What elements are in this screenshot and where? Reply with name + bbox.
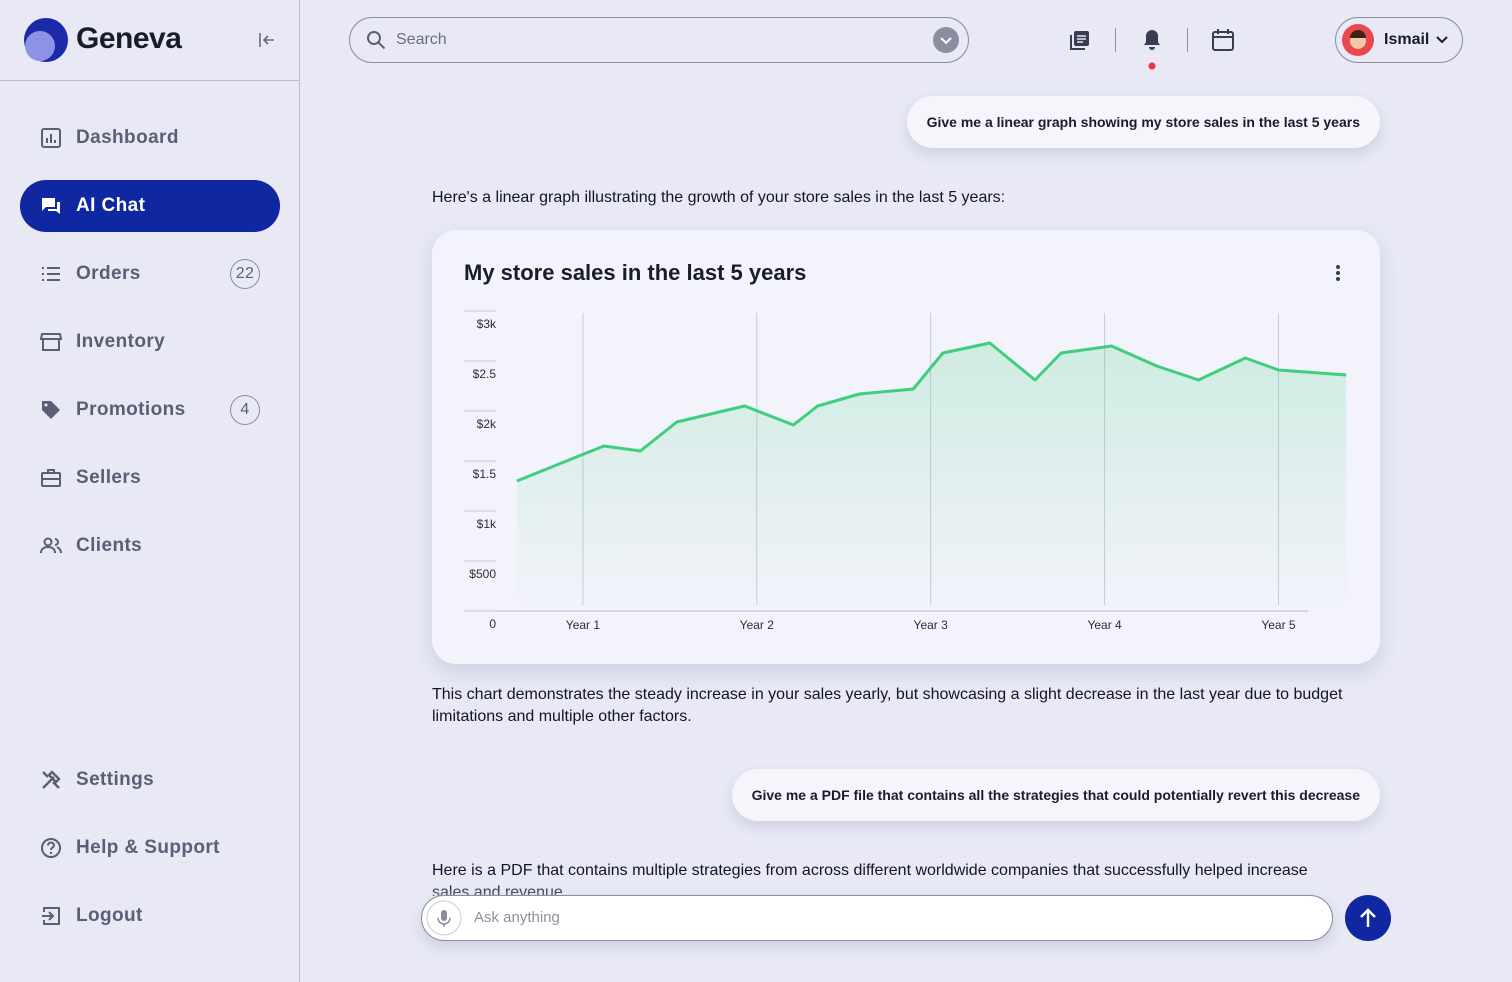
- nav-item[interactable]: Sellers: [20, 452, 280, 504]
- docs-button[interactable]: [1068, 28, 1092, 52]
- badge: 4: [230, 395, 260, 425]
- y-tick-label: $1k: [477, 517, 497, 531]
- nav-label: Settings: [76, 769, 155, 790]
- assistant-message: Here's a linear graph illustrating the g…: [432, 189, 1006, 206]
- assistant-message: This chart demonstrates the steady incre…: [432, 686, 1343, 725]
- nav-item[interactable]: Clients: [20, 520, 280, 572]
- nav-label: Clients: [76, 535, 143, 556]
- search-icon: [367, 31, 386, 50]
- area-fill: [516, 343, 1347, 611]
- nav-item[interactable]: AI Chat: [20, 180, 280, 232]
- x-tick-label: Year 3: [914, 618, 949, 632]
- nav-label: AI Chat: [76, 195, 146, 216]
- brand-row: Geneva: [0, 0, 299, 81]
- nav-item[interactable]: Help & Support: [20, 822, 280, 874]
- chart: My store sales in the last 5 years 0 $500…: [464, 260, 1347, 632]
- nav-item[interactable]: Logout: [20, 890, 280, 942]
- y-tick-label: 0: [489, 617, 496, 631]
- nav-label: Inventory: [76, 331, 166, 352]
- chevron: [1436, 36, 1448, 44]
- nav-item[interactable]: Orders 22: [20, 248, 280, 300]
- y-tick-label: $2k: [477, 417, 497, 431]
- nav-label: Orders: [76, 263, 141, 284]
- nav-item[interactable]: Promotions 4: [20, 384, 280, 436]
- nav-label: Logout: [76, 905, 143, 926]
- chart-menu[interactable]: [1336, 265, 1340, 281]
- send-button[interactable]: [1345, 895, 1391, 941]
- badge: 22: [230, 259, 260, 289]
- search-box[interactable]: Search: [349, 17, 969, 63]
- search-placeholder: Search: [396, 31, 447, 48]
- divider: [1187, 28, 1188, 52]
- nav-item[interactable]: Inventory: [20, 316, 280, 368]
- x-tick-label: Year 4: [1087, 618, 1122, 632]
- collapse-button[interactable]: [258, 32, 276, 48]
- avatar: [1342, 24, 1374, 56]
- chart-card: My store sales in the last 5 years 0 $500…: [432, 230, 1380, 664]
- nav-label: Dashboard: [76, 127, 179, 148]
- mic-button[interactable]: [426, 900, 462, 936]
- input-placeholder: Ask anything: [474, 909, 560, 926]
- divider: [1115, 28, 1116, 52]
- nav-item[interactable]: Dashboard: [20, 112, 280, 164]
- x-tick-label: Year 2: [740, 618, 775, 632]
- nav-item[interactable]: Settings: [20, 754, 280, 806]
- nav-label: Help & Support: [76, 837, 220, 858]
- nav-label: Promotions: [76, 399, 186, 420]
- x-tick-label: Year 1: [566, 618, 601, 632]
- logo: [24, 18, 68, 62]
- notifications-button[interactable]: [1140, 28, 1164, 72]
- chat-input[interactable]: Ask anything: [421, 895, 1333, 941]
- sidebar: Geneva Dashboard AI Chat Orders 22 Invent…: [0, 0, 300, 982]
- user-message: Give me a linear graph showing my store …: [906, 96, 1380, 148]
- y-tick-label: $2.5: [473, 367, 497, 381]
- user-menu[interactable]: Ismail: [1335, 17, 1463, 63]
- calendar-button[interactable]: [1211, 28, 1235, 52]
- user-name: Ismail: [1384, 31, 1430, 48]
- chart-title: My store sales in the last 5 years: [464, 260, 806, 285]
- line: [516, 341, 1347, 483]
- user-message: Give me a PDF file that contains all the…: [731, 769, 1380, 821]
- y-tick-label: $500: [469, 567, 496, 581]
- brand: Geneva: [76, 22, 182, 55]
- y-tick-label: $1.5: [473, 467, 497, 481]
- nav-label: Sellers: [76, 467, 142, 488]
- search-dropdown[interactable]: [932, 26, 960, 54]
- x-tick-label: Year 5: [1261, 618, 1296, 632]
- y-tick-label: $3k: [477, 317, 497, 331]
